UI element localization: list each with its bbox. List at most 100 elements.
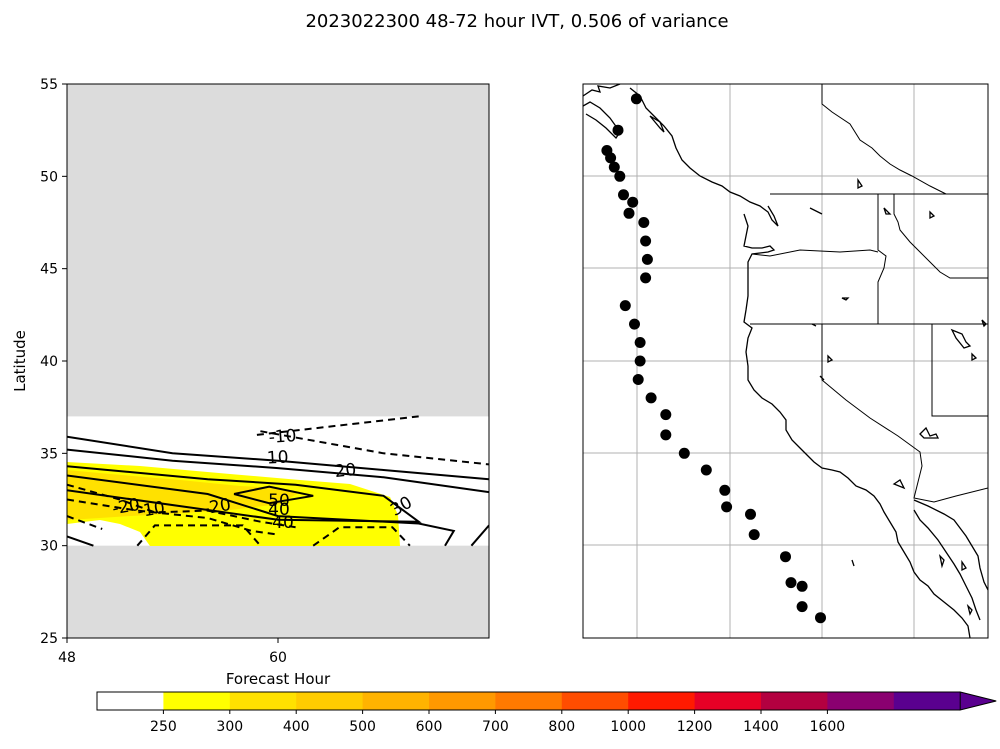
contour-label: 40: [268, 500, 290, 520]
map-point: [780, 551, 791, 563]
map-point: [678, 447, 690, 459]
map-point: [608, 161, 620, 173]
colorbar-tick-label: 250: [150, 719, 177, 735]
colorbar-segment: [163, 692, 231, 710]
colorbar-segment: [561, 692, 629, 710]
colorbar-tick-label: 1200: [677, 719, 713, 735]
contour-label: -20: [111, 495, 142, 520]
contour-line: [67, 498, 279, 536]
map-point: [618, 189, 629, 201]
map-frame: [582, 83, 989, 639]
contour-line: [67, 483, 296, 529]
colorbar-tick-label: 800: [548, 719, 575, 735]
contour-label: 50: [268, 491, 290, 511]
contour-line: [256, 415, 419, 436]
map-point: [645, 392, 657, 404]
colorbar-tick-label: 500: [349, 719, 376, 735]
colorbar-segment: [229, 692, 297, 710]
y-tick-label: 45: [40, 262, 58, 278]
y-tick-label: 30: [40, 539, 58, 555]
contour-line: [67, 448, 489, 494]
map-point: [640, 235, 652, 247]
colorbar-tick-label: 1400: [743, 719, 779, 735]
colorbar-segment: [296, 692, 364, 710]
colorbar-segment: [97, 692, 164, 710]
x-tick-label: 48: [58, 650, 76, 666]
y-tick-label: 50: [40, 169, 58, 185]
y-tick-label: 35: [40, 446, 58, 462]
contour-label: 20: [334, 460, 358, 482]
map-point: [634, 337, 646, 348]
map-point: [612, 124, 624, 136]
figure-title: 2023022300 48-72 hour IVT, 0.506 of vari…: [305, 11, 728, 32]
map-point: [630, 93, 642, 105]
contour-line: [312, 526, 411, 547]
y-axis-label: Latitude: [11, 330, 29, 392]
colorbar-tick-label: 300: [216, 719, 243, 735]
map-point: [785, 577, 797, 589]
map-point: [641, 253, 653, 265]
contour-line: [470, 524, 489, 547]
contour-line: [67, 474, 456, 547]
contour-label: -20: [202, 495, 233, 520]
y-tick-label: 40: [40, 354, 58, 370]
contour-line: [67, 515, 103, 530]
colorbar-segment: [429, 692, 496, 710]
map-panel: [582, 83, 989, 639]
colorbar-tick-label: 400: [283, 719, 310, 735]
contour-line: [67, 465, 422, 523]
contour-line: [136, 524, 262, 547]
map-point: [605, 152, 617, 164]
map-point: [796, 601, 808, 613]
contour-line: [233, 485, 314, 505]
contour-line: [260, 430, 489, 466]
contour-label: 40: [272, 513, 294, 533]
map-point: [719, 484, 731, 496]
map-point: [623, 207, 635, 219]
colorbar-tick-label: 600: [416, 719, 443, 735]
masked-region: [67, 545, 489, 638]
map-point: [638, 217, 650, 228]
colorbar-segment: [761, 692, 828, 710]
colorbar-tick-label: 1000: [610, 719, 646, 735]
map-point: [660, 429, 672, 441]
map-point: [629, 318, 640, 330]
map-point: [700, 464, 712, 476]
colorbar-segment: [628, 692, 696, 710]
contour-line: [67, 435, 489, 481]
contour-label: -10: [136, 498, 167, 523]
map-point: [627, 196, 639, 208]
y-tick-label: 25: [40, 631, 58, 647]
colorbar-segment: [694, 692, 762, 710]
contour-label: -10: [268, 426, 297, 448]
colorbar-segment: [827, 692, 895, 710]
contour-label: 10: [266, 447, 289, 468]
map-point: [660, 409, 672, 421]
x-tick-label: 60: [269, 650, 287, 666]
map-point: [796, 580, 808, 592]
map-point: [721, 501, 733, 513]
masked-region: [67, 84, 489, 417]
x-axis-label: Forecast Hour: [226, 670, 331, 688]
contour-line: [67, 535, 94, 547]
colorbar-extend-arrow: [959, 691, 997, 711]
map-point: [640, 272, 652, 284]
political-borders: [750, 84, 988, 503]
colorbar-segment: [495, 692, 563, 710]
colorbar: 250 300 400 500 600 700 800 1000 1200 1400 1600: [96, 691, 997, 735]
y-tick-label: 55: [40, 77, 58, 93]
colorbar-segment: [362, 692, 430, 710]
map-point: [619, 300, 631, 312]
colorbar-frame: [96, 691, 961, 711]
map-point: [748, 529, 760, 541]
map-point: [634, 355, 646, 367]
colorbar-tick-label: 700: [482, 719, 509, 735]
map-point: [632, 374, 644, 385]
colorbar-tick-label: 1600: [810, 719, 846, 735]
coastline: [583, 84, 988, 638]
map-point: [614, 170, 626, 182]
map-point: [745, 508, 756, 520]
colorbar-segment: [893, 692, 961, 710]
